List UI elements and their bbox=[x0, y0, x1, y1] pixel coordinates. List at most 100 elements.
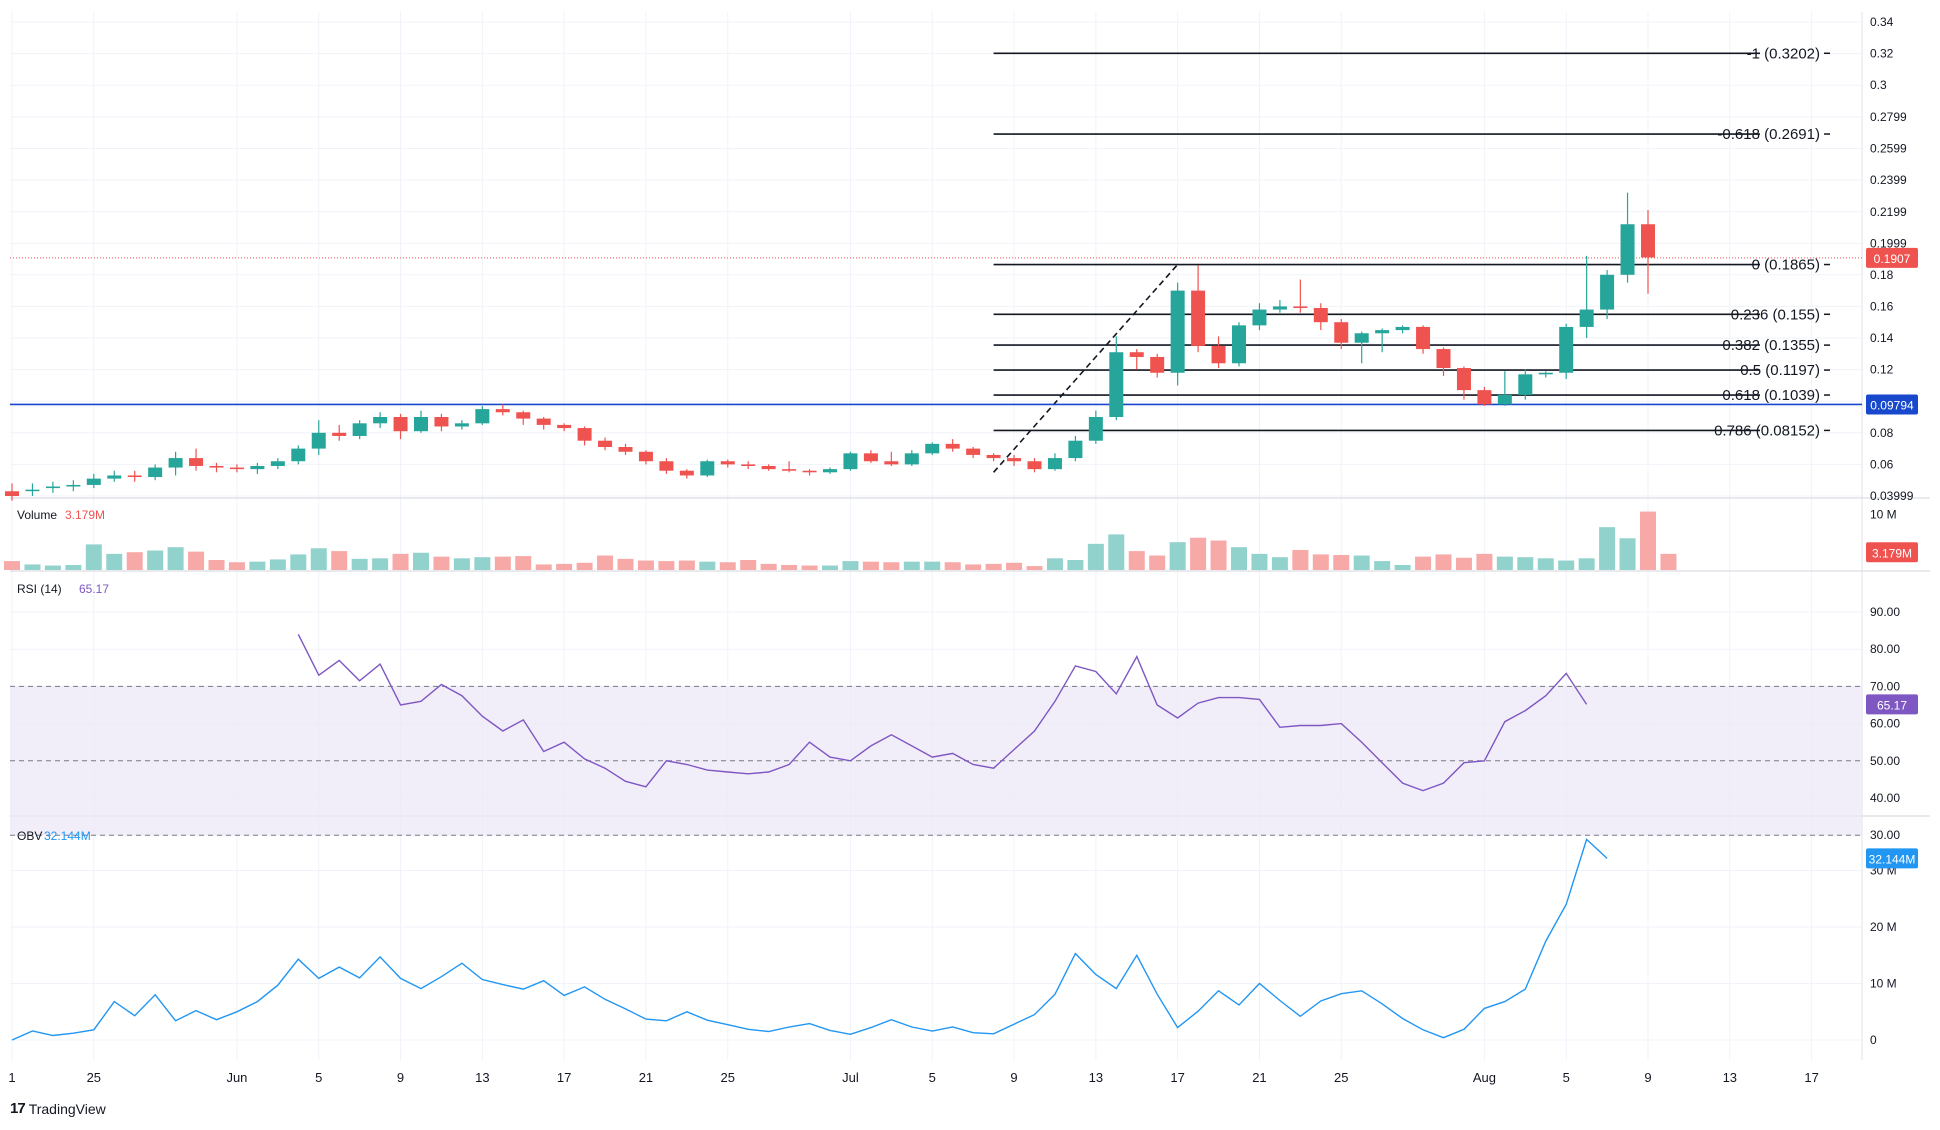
volume-bar bbox=[1640, 511, 1656, 570]
candle-body bbox=[270, 461, 285, 466]
volume-bar bbox=[781, 564, 798, 570]
candle-body bbox=[148, 467, 163, 478]
candle-body bbox=[1232, 325, 1246, 364]
last-price-badge: 0.1907 bbox=[1874, 252, 1911, 266]
candle-body bbox=[1620, 224, 1635, 275]
obv-tick-label: 10 M bbox=[1870, 977, 1897, 991]
candle-body bbox=[1375, 330, 1390, 334]
time-tick-label: 9 bbox=[397, 1070, 404, 1085]
volume-bar bbox=[1251, 553, 1268, 570]
time-tick-label: 25 bbox=[1334, 1070, 1348, 1085]
price-tick-label: 0.03999 bbox=[1870, 489, 1914, 503]
rsi-tick-label: 50.00 bbox=[1870, 754, 1900, 768]
volume-bar bbox=[1128, 551, 1145, 570]
volume-bar bbox=[556, 563, 573, 570]
time-tick-label: 9 bbox=[1010, 1070, 1017, 1085]
candle-body bbox=[986, 454, 1001, 459]
candle-body bbox=[1518, 374, 1533, 395]
time-tick-label: 5 bbox=[1563, 1070, 1570, 1085]
volume-bar bbox=[474, 557, 491, 570]
volume-bar bbox=[1435, 554, 1452, 570]
candle-body bbox=[700, 461, 715, 476]
volume-bar bbox=[944, 562, 961, 570]
time-tick-label: 21 bbox=[639, 1070, 653, 1085]
candle-body bbox=[352, 423, 367, 436]
volume-bar bbox=[1087, 543, 1104, 570]
volume-bar bbox=[1108, 534, 1125, 570]
price-tick-label: 0.2399 bbox=[1870, 173, 1907, 187]
rsi-legend-value: 65.17 bbox=[79, 582, 109, 596]
grid-lines bbox=[10, 12, 1862, 1060]
volume-bar bbox=[1190, 537, 1207, 570]
volume-bar bbox=[883, 562, 900, 570]
candle-body bbox=[1293, 306, 1308, 308]
price-tick-label: 0.32 bbox=[1870, 47, 1894, 61]
volume-bar bbox=[699, 561, 716, 570]
candle-body bbox=[1395, 326, 1410, 331]
obv-value-badge: 32.144M bbox=[1869, 852, 1916, 866]
volume-bar bbox=[106, 553, 123, 570]
candle-body bbox=[1007, 458, 1022, 462]
volume-bar bbox=[1578, 558, 1595, 570]
volume-bar bbox=[1333, 554, 1350, 570]
tradingview-logo-mark: 17 bbox=[10, 1100, 26, 1117]
volume-bar bbox=[453, 558, 470, 570]
candle-body bbox=[925, 443, 940, 454]
volume-bar bbox=[65, 564, 82, 570]
candle-body bbox=[454, 423, 469, 427]
volume-bar bbox=[637, 560, 654, 570]
volume-value-badge-bg bbox=[1866, 542, 1918, 563]
volume-bar bbox=[126, 552, 143, 570]
candle-body bbox=[1436, 349, 1451, 369]
volume-bar bbox=[658, 561, 675, 570]
candle-body bbox=[475, 409, 490, 424]
volume-bar bbox=[1231, 547, 1247, 570]
candle-body bbox=[434, 417, 449, 427]
time-tick-label: 25 bbox=[87, 1070, 101, 1085]
volume-bar bbox=[1496, 556, 1513, 570]
time-tick-label: 5 bbox=[315, 1070, 322, 1085]
candle-body bbox=[1088, 417, 1103, 441]
rsi-value-badge-bg bbox=[1866, 694, 1918, 715]
candle-body bbox=[45, 486, 60, 489]
obv-pane bbox=[11, 838, 1608, 1041]
volume-bar bbox=[1312, 554, 1329, 570]
volume-bar bbox=[351, 558, 368, 570]
time-tick-label: Jul bbox=[842, 1070, 859, 1085]
candle-body bbox=[945, 443, 960, 449]
candle-body bbox=[1600, 274, 1615, 310]
volume-bar bbox=[985, 563, 1002, 570]
rsi-tick-label: 70.00 bbox=[1870, 679, 1900, 693]
volume-bar bbox=[1026, 566, 1043, 570]
price-pane: -1 (0.3202) -0.618 (0.2691) 0 (0.1865) 0.23… bbox=[5, 45, 1862, 501]
obv-tick-label: 0 bbox=[1870, 1033, 1877, 1047]
candle-body bbox=[1313, 307, 1328, 323]
volume-bar bbox=[85, 544, 102, 570]
volume-bar bbox=[1415, 556, 1432, 570]
candle-body bbox=[1129, 352, 1144, 357]
fib-trend-line bbox=[993, 263, 1179, 473]
volume-bar bbox=[331, 551, 348, 570]
fib-level-label: -1 (0.3202) bbox=[1747, 45, 1820, 62]
volume-bar bbox=[1169, 542, 1186, 570]
volume-bar bbox=[310, 548, 327, 570]
candle-body bbox=[1641, 224, 1655, 258]
obv-legend-title: OBV bbox=[17, 829, 42, 843]
candle-body bbox=[679, 470, 694, 476]
rsi-pane bbox=[10, 633, 1862, 836]
volume-bar bbox=[1374, 561, 1391, 570]
candle-body bbox=[823, 469, 837, 473]
volume-bar bbox=[228, 562, 245, 570]
candles bbox=[5, 192, 1655, 501]
volume-bar bbox=[1599, 527, 1616, 570]
fib-level-label: 0.5 (0.1197) bbox=[1740, 362, 1820, 379]
volume-bar bbox=[4, 561, 20, 570]
fib-level-label: 0.618 (0.1039) bbox=[1722, 387, 1820, 404]
time-tick-label: 13 bbox=[475, 1070, 489, 1085]
volume-bar bbox=[862, 561, 879, 570]
price-tick-label: 0.34 bbox=[1870, 15, 1894, 29]
fib-level-label: 0 (0.1865) bbox=[1752, 257, 1820, 274]
time-tick-label: 17 bbox=[1170, 1070, 1184, 1085]
